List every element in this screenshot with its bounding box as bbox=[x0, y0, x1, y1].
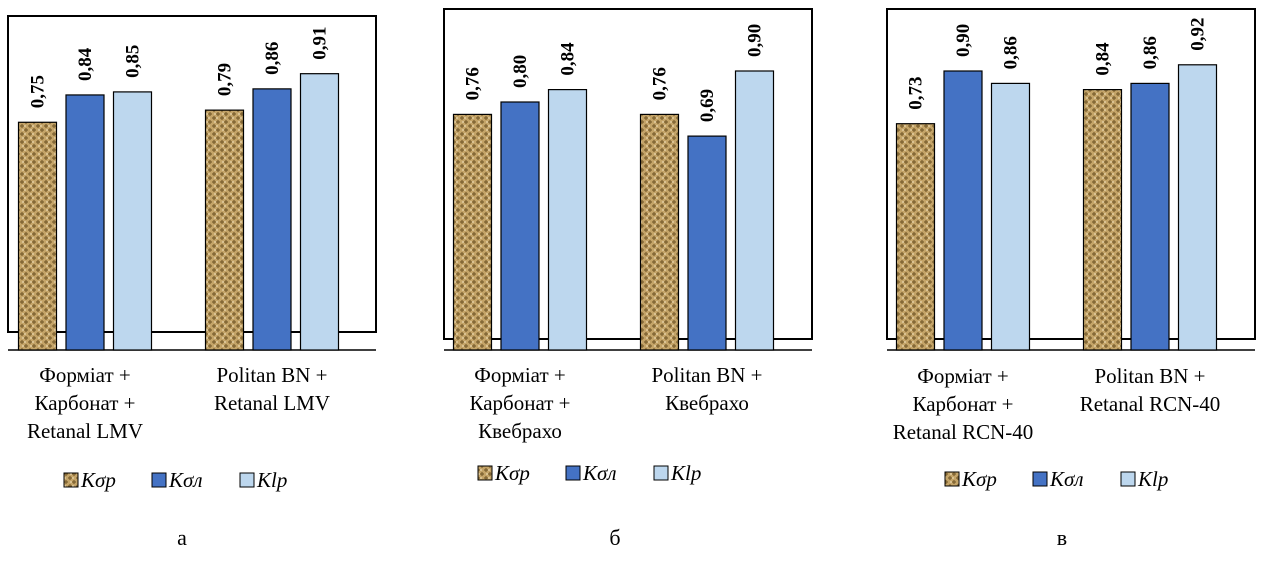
category-label: Politan BN + bbox=[651, 363, 762, 387]
legend-label: Kσл bbox=[168, 468, 203, 492]
data-label: 0,73 bbox=[906, 76, 927, 109]
bar-Kσp-2 bbox=[1082, 88, 1123, 351]
bar-Klp-1 bbox=[547, 88, 588, 351]
data-label: 0,75 bbox=[28, 75, 49, 108]
legend-label: Kσp bbox=[961, 467, 997, 491]
bar-Klp-2 bbox=[299, 73, 340, 351]
data-label: 0,80 bbox=[510, 55, 531, 88]
bar-Klp-2 bbox=[1177, 64, 1218, 351]
chart-panel-в: 0,73 0,84 0,90 0,86 0,86 0,92 Форміат + Карбона… bbox=[886, 8, 1256, 550]
panel-letter: а bbox=[177, 525, 187, 550]
data-label: 0,92 bbox=[1188, 18, 1209, 51]
category-label: Карбонат + bbox=[469, 391, 570, 415]
bar-Kσл-1 bbox=[943, 70, 983, 351]
bar-Kσp-1 bbox=[17, 121, 58, 351]
data-label: 0,86 bbox=[1001, 36, 1022, 69]
bar-Kσл-1 bbox=[500, 101, 540, 351]
legend-swatch-Kσp bbox=[477, 465, 493, 481]
legend-swatch-Kσp bbox=[63, 472, 79, 488]
bar-Kσp-2 bbox=[204, 109, 245, 351]
bar-Kσл-2 bbox=[687, 135, 727, 351]
category-label: Карбонат + bbox=[912, 392, 1013, 416]
category-label: Retanal LMV bbox=[214, 391, 330, 415]
data-label: 0,79 bbox=[215, 63, 236, 96]
chart-panel-а: 0,75 0,79 0,84 0,86 0,85 0,91 Форміат + Карбона… bbox=[7, 15, 377, 550]
bar-Klp-1 bbox=[990, 82, 1031, 351]
data-label: 0,76 bbox=[463, 67, 484, 100]
legend-swatch-Klp bbox=[1120, 471, 1136, 487]
chart-panel-б: 0,76 0,76 0,80 0,69 0,84 0,90 Форміат + Карбона… bbox=[443, 8, 813, 550]
data-label: 0,86 bbox=[1140, 36, 1161, 69]
legend-label: Kσp bbox=[494, 461, 530, 485]
legend-label: Kσл bbox=[1049, 467, 1084, 491]
category-label: Форміат + bbox=[474, 363, 565, 387]
bar-Kσp-2 bbox=[639, 113, 680, 351]
category-label: Politan BN + bbox=[1094, 364, 1205, 388]
bar-Klp-2 bbox=[734, 70, 775, 351]
category-label: Форміат + bbox=[39, 363, 130, 387]
data-label: 0,76 bbox=[650, 67, 671, 100]
legend-swatch-Klp bbox=[653, 465, 669, 481]
legend-swatch-Kσp bbox=[944, 471, 960, 487]
legend-swatch-Kσл bbox=[565, 465, 581, 481]
category-label: Квебрахо bbox=[478, 419, 562, 443]
legend-swatch-Klp bbox=[239, 472, 255, 488]
data-label: 0,90 bbox=[745, 24, 766, 57]
category-label: Retanal LMV bbox=[27, 419, 143, 443]
legend-label: Klp bbox=[670, 461, 701, 485]
bar-Kσp-1 bbox=[895, 123, 936, 351]
panel-letter: б bbox=[609, 525, 620, 550]
category-label: Retanal RCN-40 bbox=[893, 420, 1034, 444]
legend-swatch-Kσл bbox=[1032, 471, 1048, 487]
bar-Klp-1 bbox=[112, 91, 153, 351]
bar-Kσл-1 bbox=[65, 94, 105, 351]
data-label: 0,91 bbox=[310, 26, 331, 59]
data-label: 0,84 bbox=[1093, 42, 1114, 76]
panel-letter: в bbox=[1057, 525, 1067, 550]
bar-Kσл-2 bbox=[1130, 82, 1170, 351]
legend-swatch-Kσл bbox=[151, 472, 167, 488]
legend-label: Kσл bbox=[582, 461, 617, 485]
data-label: 0,84 bbox=[558, 42, 579, 76]
data-label: 0,90 bbox=[953, 24, 974, 57]
category-label: Retanal RCN-40 bbox=[1080, 392, 1221, 416]
data-label: 0,85 bbox=[123, 45, 144, 78]
category-label: Квебрахо bbox=[665, 391, 749, 415]
data-label: 0,84 bbox=[75, 47, 96, 81]
legend-label: Klp bbox=[256, 468, 287, 492]
bar-Kσл-2 bbox=[252, 88, 292, 351]
category-label: Форміат + bbox=[917, 364, 1008, 388]
legend-label: Kσp bbox=[80, 468, 116, 492]
bar-Kσp-1 bbox=[452, 113, 493, 351]
legend-label: Klp bbox=[1137, 467, 1168, 491]
category-label: Politan BN + bbox=[216, 363, 327, 387]
category-label: Карбонат + bbox=[34, 391, 135, 415]
data-label: 0,86 bbox=[262, 42, 283, 75]
data-label: 0,69 bbox=[697, 89, 718, 122]
